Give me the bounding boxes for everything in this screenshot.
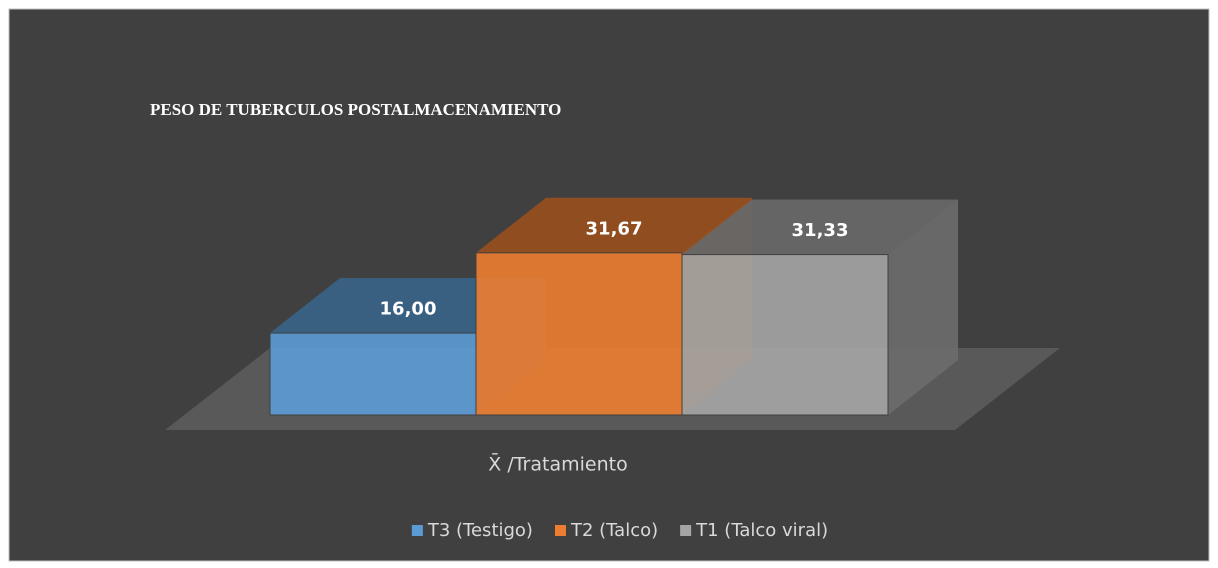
data-label: 31,33 [792,220,849,241]
legend-label: T2 (Talco) [570,520,658,541]
bar-side-shade [888,199,958,415]
data-label: 16,00 [380,299,437,320]
data-label: 31,67 [586,218,643,239]
legend-label: T3 (Testigo) [427,520,533,541]
bar-top [682,199,958,255]
bar-top-shade [476,197,752,253]
legend-swatch [554,525,566,536]
bar-side [888,199,958,415]
bar [269,332,477,416]
bar-top [476,197,752,253]
legend-swatch [680,525,692,536]
legend-swatch [411,525,423,536]
bar [681,254,889,416]
bar-top-shade [682,199,958,255]
bar [475,252,683,416]
chart-title: PESO DE TUBERCULOS POSTALMACENAMIENTO [150,100,561,119]
x-tick-label: X̄ /Tratamiento [488,451,627,475]
legend-label: T1 (Talco viral) [695,520,828,541]
